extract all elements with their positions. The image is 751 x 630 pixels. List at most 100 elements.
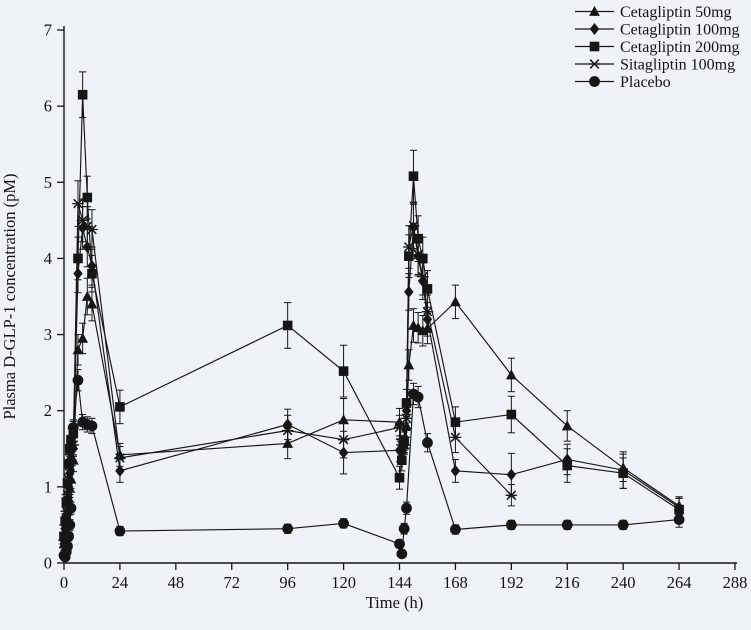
star-marker: [505, 490, 518, 501]
star-marker: [114, 453, 126, 463]
y-tick-label: 4: [44, 249, 52, 268]
legend-label: Placebo: [620, 74, 671, 91]
legend-item: Placebo: [575, 74, 671, 91]
circle-marker: [673, 514, 685, 525]
star-marker: [337, 434, 350, 445]
circle-marker: [505, 519, 517, 531]
triangle-marker: [505, 369, 517, 380]
circle-marker: [561, 519, 573, 531]
star-marker: [65, 450, 77, 460]
star-marker: [281, 425, 294, 436]
star-marker: [407, 220, 420, 231]
circle-marker: [422, 437, 433, 449]
y-tick-label: 1: [44, 477, 52, 496]
x-tick-label: 192: [499, 573, 524, 592]
diamond-marker: [450, 464, 461, 477]
square-marker: [408, 171, 419, 181]
circle-marker: [338, 518, 349, 529]
square-marker: [66, 434, 76, 445]
square-marker: [62, 478, 73, 488]
x-tick-label: 240: [611, 573, 636, 592]
series-cetagliptin-200mg: [59, 71, 684, 545]
triangle-marker: [81, 290, 93, 301]
series-line: [63, 227, 680, 541]
circle-marker: [396, 548, 408, 560]
circle-marker: [62, 540, 73, 552]
star-marker: [421, 306, 434, 317]
star-marker: [393, 422, 406, 433]
square-marker: [562, 460, 573, 471]
legend-item: Cetagliptin 200mg: [575, 39, 740, 56]
star-marker: [72, 198, 84, 209]
square-marker: [397, 455, 407, 466]
circle-marker: [282, 523, 294, 535]
square-marker: [422, 284, 433, 294]
square-marker: [394, 472, 405, 483]
legend-item: Cetagliptin 50mg: [575, 4, 732, 21]
y-tick-label: 5: [44, 173, 52, 192]
legend-label: Cetagliptin 50mg: [620, 4, 732, 21]
x-tick-label: 120: [331, 573, 356, 592]
square-marker: [506, 409, 517, 420]
star-marker: [588, 59, 601, 69]
circle-marker: [65, 502, 77, 514]
circle-marker: [72, 374, 84, 386]
triangle-marker: [77, 332, 89, 343]
star-marker: [403, 242, 415, 252]
y-tick-label: 2: [44, 401, 52, 420]
x-tick-label: 48: [168, 573, 185, 592]
star-marker: [400, 413, 413, 424]
x-tick-label: 168: [443, 573, 468, 592]
legend-item: Cetagliptin 100mg: [575, 22, 740, 39]
y-tick-label: 6: [44, 97, 52, 116]
star-marker: [449, 432, 462, 443]
square-marker: [82, 192, 93, 203]
diamond-marker: [589, 23, 600, 35]
triangle-marker: [86, 298, 98, 309]
square-marker: [115, 402, 125, 412]
triangle-marker: [561, 420, 573, 431]
x-axis-title: Time (h): [366, 593, 424, 612]
series-sitagliptin-100mg: [58, 180, 518, 547]
x-tick-label: 216: [555, 573, 580, 592]
y-tick-label: 3: [44, 325, 52, 344]
legend-item: Sitagliptin 100mg: [575, 57, 735, 74]
legend-label: Cetagliptin 100mg: [620, 22, 740, 39]
circle-marker: [398, 523, 410, 535]
series-line: [63, 94, 680, 537]
square-marker: [73, 253, 83, 264]
circle-marker: [450, 524, 461, 535]
circle-marker: [401, 502, 412, 514]
circle-marker: [86, 420, 98, 432]
series-line: [63, 294, 680, 545]
circle-marker: [617, 519, 629, 531]
axes: 0 24 48 72 96 120 144 168 192 216 240 264 288 0 1 2 3 4 5 6…: [44, 21, 748, 593]
circle-marker: [67, 422, 79, 433]
legend-label: Cetagliptin 200mg: [620, 39, 740, 56]
star-marker: [412, 249, 424, 260]
square-marker: [282, 320, 293, 331]
square-marker: [589, 41, 600, 52]
square-marker: [618, 468, 628, 478]
x-tick-label: 264: [667, 573, 692, 592]
x-tick-label: 288: [723, 573, 748, 592]
square-marker: [77, 89, 88, 100]
circle-marker: [63, 530, 75, 542]
triangle-marker: [589, 5, 600, 16]
square-marker: [338, 366, 349, 376]
diamond-marker: [506, 468, 517, 481]
legend-label: Sitagliptin 100mg: [620, 57, 735, 74]
y-tick-label: 7: [44, 21, 52, 40]
star-marker: [416, 271, 429, 282]
series-placebo: [58, 369, 685, 563]
star-marker: [398, 440, 410, 450]
x-tick-label: 72: [224, 573, 241, 592]
triangle-marker: [450, 296, 461, 307]
x-tick-label: 24: [112, 573, 129, 592]
series-line: [63, 203, 512, 541]
circle-marker: [394, 538, 405, 550]
triangle-marker: [72, 344, 84, 355]
